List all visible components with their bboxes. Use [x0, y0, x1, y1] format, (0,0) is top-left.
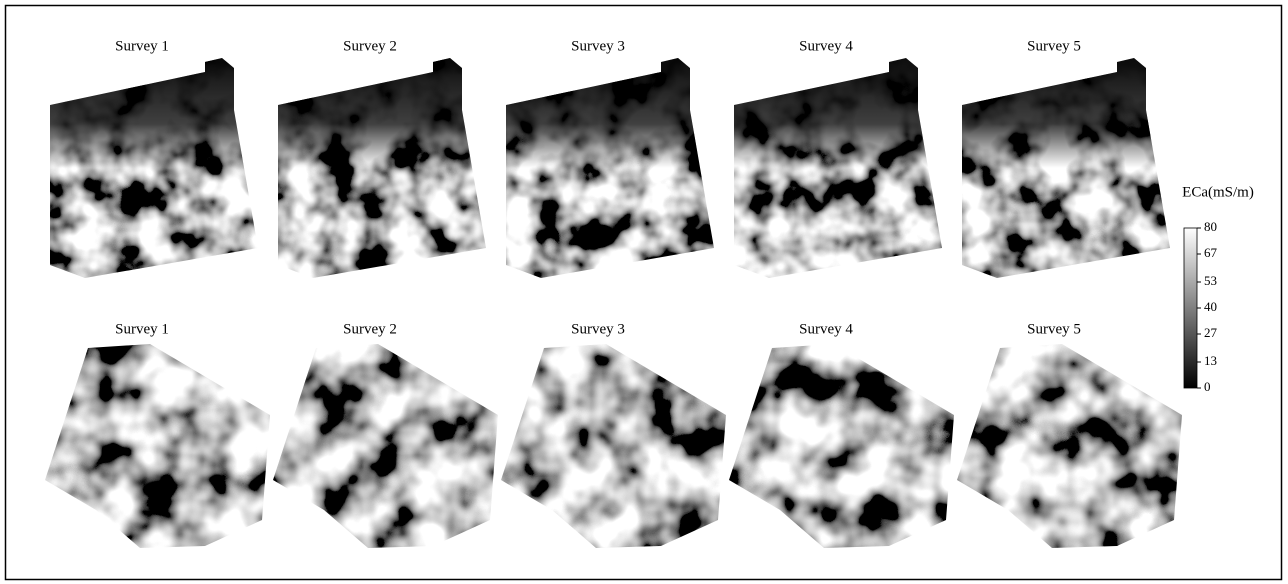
colorbar — [1184, 228, 1197, 388]
panel-title: Survey 3 — [571, 38, 625, 54]
map-shade — [962, 58, 1170, 278]
colorbar-tick-label: 80 — [1204, 219, 1217, 234]
colorbar-tick-label: 40 — [1204, 299, 1217, 314]
colorbar-label: ECa(mS/m) — [1182, 184, 1254, 200]
map-shade — [278, 58, 486, 278]
panel-title: Survey 5 — [1027, 321, 1081, 337]
page: {"panels": {"top": ["Survey 1", "Survey … — [0, 0, 1288, 584]
panel-title: Survey 1 — [115, 321, 169, 337]
survey-map — [729, 344, 954, 548]
panel-title: Survey 2 — [343, 321, 397, 337]
colorbar-tick-label: 0 — [1204, 379, 1211, 394]
panel-title: Survey 2 — [343, 38, 397, 54]
panel-title: Survey 3 — [571, 321, 625, 337]
colorbar-tick-label: 67 — [1204, 245, 1218, 260]
survey-map — [45, 344, 270, 548]
panel-title: Survey 1 — [115, 38, 169, 54]
panel-title: Survey 5 — [1027, 38, 1081, 54]
survey-map — [501, 344, 726, 548]
panel-title: Survey 4 — [799, 321, 853, 337]
survey-map — [957, 344, 1182, 548]
survey-map — [273, 344, 498, 548]
colorbar-tick-label: 53 — [1204, 273, 1217, 288]
map-shade — [734, 58, 942, 278]
colorbar-tick-label: 13 — [1204, 353, 1217, 368]
panel-title: Survey 4 — [799, 38, 853, 54]
colorbar-tick-label: 27 — [1204, 325, 1218, 340]
map-shade — [506, 58, 714, 278]
figure: ECa(mS/m) Survey 1 Survey 2 Survey 3 Survey… — [0, 0, 1288, 584]
map-shade — [50, 58, 258, 278]
